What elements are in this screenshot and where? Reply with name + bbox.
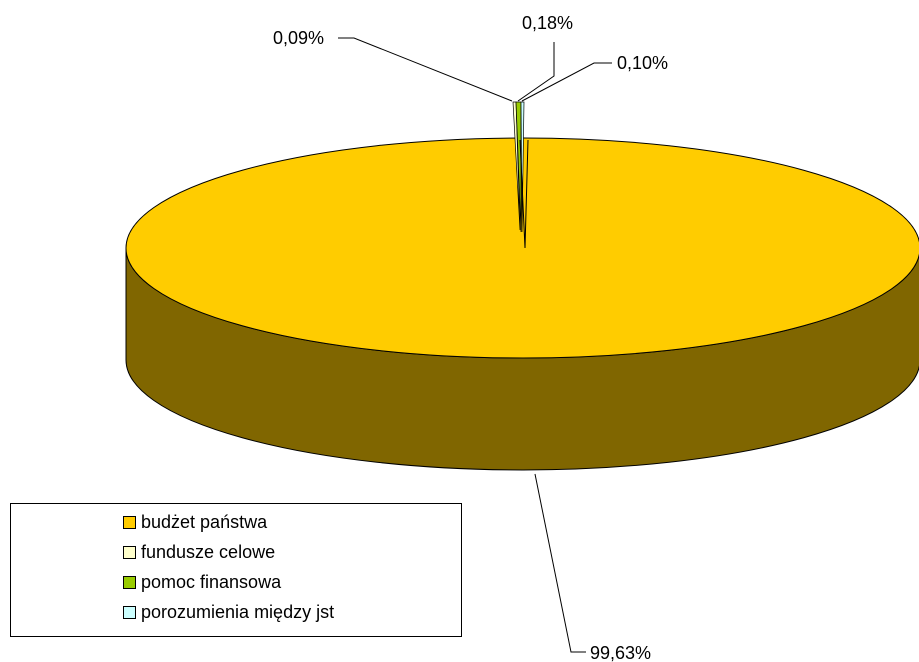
data-label-porozumienia: 0,10% <box>617 53 668 73</box>
legend-label: fundusze celowe <box>141 541 276 562</box>
data-label-pomoc: 0,18% <box>522 13 573 33</box>
legend-label: pomoc finansowa <box>141 571 282 592</box>
data-label-fundusze: 0,09% <box>273 28 324 48</box>
legend-item: fundusze celowe <box>11 537 461 567</box>
legend-item: porozumienia między jst <box>11 597 461 627</box>
legend-swatch <box>123 545 136 559</box>
leader-line-pomoc <box>517 42 555 102</box>
leader-line-fundusze <box>338 37 513 102</box>
legend: budżet państwa fundusze celowe pomoc fin… <box>10 503 462 637</box>
legend-swatch <box>123 515 136 529</box>
legend-label: budżet państwa <box>141 511 268 532</box>
data-label-budzet: 99,63% <box>590 643 651 662</box>
legend-item: pomoc finansowa <box>11 567 461 597</box>
leader-line-budzet <box>534 473 586 653</box>
legend-swatch <box>123 605 136 619</box>
pie-slice-edge <box>519 139 529 249</box>
legend-label: porozumienia między jst <box>141 601 335 622</box>
leader-line-porozumienia <box>521 62 612 102</box>
legend-swatch <box>123 575 136 589</box>
pie-slice-fundusze-celowe <box>512 101 521 231</box>
legend-item: budżet państwa <box>11 507 461 537</box>
